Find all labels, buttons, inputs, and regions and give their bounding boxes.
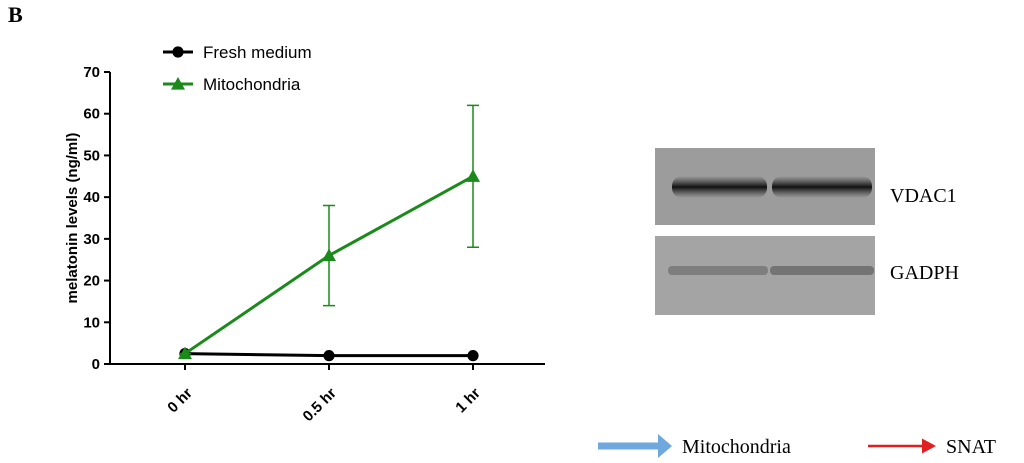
- data-point: [178, 346, 192, 360]
- x-tick-label: 0.5 hr: [300, 385, 340, 425]
- data-point: [322, 248, 336, 262]
- blot-band: [770, 266, 874, 275]
- y-tick-label: 30: [83, 231, 100, 248]
- blot-band: [668, 266, 768, 275]
- legend-label: Mitochondria: [203, 75, 301, 94]
- y-tick-label: 0: [92, 356, 100, 373]
- blot-label: GADPH: [890, 262, 959, 284]
- blot: VDAC1 GADPH: [655, 148, 959, 315]
- arrow-head: [922, 438, 936, 454]
- x-tick-label: 0 hr: [164, 385, 196, 417]
- y-tick-label: 20: [83, 273, 100, 290]
- data-point: [171, 77, 185, 90]
- y-tick-label: 60: [83, 106, 100, 123]
- arrow-legend-label: Mitochondria: [682, 436, 791, 458]
- y-tick-label: 50: [83, 147, 100, 164]
- y-tick-label: 10: [83, 314, 100, 331]
- data-point: [172, 46, 184, 58]
- data-point: [323, 350, 335, 362]
- y-tick-label: 70: [83, 64, 100, 81]
- panel-label: B: [8, 2, 23, 27]
- x-tick-label: 1 hr: [452, 385, 484, 417]
- data-point: [466, 169, 480, 182]
- blot-label: VDAC1: [890, 185, 957, 207]
- blot-band: [672, 176, 767, 198]
- y-axis-label: melatonin levels (ng/ml): [64, 133, 81, 304]
- blot-panel: [655, 236, 875, 315]
- legend-label: Fresh medium: [203, 43, 312, 62]
- y-tick-label: 40: [83, 189, 100, 206]
- arrow-legend-label: SNAT: [946, 436, 996, 458]
- data-point: [467, 350, 479, 362]
- blot-band: [772, 176, 872, 198]
- arrow-head: [658, 434, 672, 458]
